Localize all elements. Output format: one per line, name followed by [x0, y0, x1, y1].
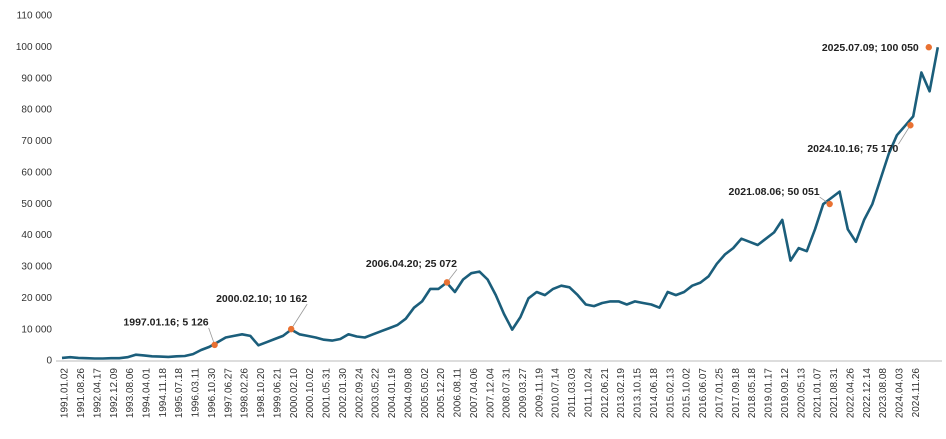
x-tick-label: 2007.12.04	[485, 368, 496, 418]
x-tick-label: 2023.08.08	[878, 368, 889, 418]
x-tick-label: 2008.07.31	[502, 368, 513, 418]
x-tick-label: 1995.07.18	[174, 368, 185, 418]
line	[61, 46, 940, 360]
x-tick-label: 2022.04.26	[845, 368, 856, 418]
x-tick-label: 1991.08.26	[76, 368, 87, 418]
x-tick-label: 2024.04.03	[895, 368, 906, 418]
x-tick-label: 2009.11.19	[534, 368, 545, 418]
x-tick-label: 1999.06.21	[272, 368, 283, 418]
x-tick-label: 2001.05.31	[322, 368, 333, 418]
x-tick-label: 1992.04.17	[92, 368, 103, 418]
x-tick-label: 1991.01.02	[60, 368, 71, 418]
y-tick-label: 20 000	[21, 293, 52, 304]
x-tick-label: 2022.12.14	[862, 368, 873, 418]
x-tick-label: 1996.03.11	[191, 368, 202, 418]
x-tick-label: 2019.09.12	[780, 368, 791, 418]
y-tick-label: 60 000	[21, 167, 52, 178]
x-tick-label: 2009.03.27	[518, 368, 529, 418]
annotation-point	[907, 122, 914, 129]
x-tick-label: 1998.10.20	[256, 368, 267, 418]
y-tick-label: 90 000	[21, 73, 52, 84]
annotation-point	[443, 279, 451, 286]
x-tick-label: 2013.10.15	[633, 368, 644, 418]
x-tick-label: 2011.10.24	[583, 368, 594, 418]
annotation-point	[211, 341, 218, 349]
x-tick-label: 2015.02.13	[665, 368, 676, 418]
x-tick-label: 2024.11.26	[911, 368, 922, 418]
x-tick-label: 2002.01.30	[338, 368, 349, 418]
x-tick-label: 1992.12.09	[109, 368, 120, 418]
x-tick-label: 2017.09.18	[731, 368, 742, 418]
y-tick-label: 110 000	[17, 11, 53, 22]
x-tick-label: 2011.03.03	[567, 368, 578, 418]
x-tick-label: 1994.11.18	[158, 368, 169, 418]
y-tick-label: 100 000	[16, 42, 53, 53]
y-tick-label: 40 000	[21, 230, 52, 241]
x-tick-label: 1993.08.06	[125, 368, 136, 418]
annotation-point	[925, 44, 932, 51]
y-tick-label: 70 000	[21, 136, 52, 147]
x-tick-label: 2017.01.25	[714, 368, 725, 418]
y-tick-label: 0	[46, 356, 52, 367]
x-tick-label: 1998.02.26	[240, 368, 251, 418]
x-tick-label: 2005.12.20	[436, 368, 447, 418]
x-tick-label: 2007.04.06	[469, 368, 480, 418]
y-tick-label: 80 000	[21, 105, 52, 116]
annotation-label: 2000.02.10; 10 162	[216, 293, 307, 305]
x-tick-label: 2019.01.17	[764, 368, 775, 418]
annotation-label: 2021.08.06; 50 051	[729, 186, 820, 198]
x-tick-label: 2014.06.18	[649, 368, 660, 418]
x-tick-label: 2000.02.10	[289, 368, 300, 418]
y-tick-label: 30 000	[21, 262, 52, 273]
x-tick-label: 2018.05.18	[747, 368, 758, 418]
x-tick-label: 2021.01.07	[813, 368, 824, 418]
annotation-label: 1997.01.16; 5 126	[123, 317, 208, 329]
x-tick-label: 2004.09.08	[403, 368, 414, 418]
annotation-point	[826, 200, 833, 208]
x-tick-label: 1997.06.27	[223, 368, 234, 418]
annotation-label: 2006.04.20; 25 072	[366, 258, 457, 270]
annotation-label: 2024.10.16; 75 170	[807, 143, 898, 155]
x-tick-label: 2004.01.19	[387, 368, 398, 418]
y-tick-label: 10 000	[21, 324, 52, 335]
x-tick-label: 2016.06.07	[698, 368, 709, 418]
y-tick-label: 50 000	[21, 199, 52, 210]
x-tick-label: 2006.08.11	[453, 368, 464, 418]
x-tick-label: 2010.07.14	[551, 368, 562, 418]
annotation-point	[287, 325, 295, 333]
x-tick-label: 2020.05.13	[796, 368, 807, 418]
leader-line	[290, 303, 308, 330]
x-tick-label: 2013.02.19	[616, 368, 627, 418]
leader-line	[898, 125, 911, 145]
x-tick-label: 2005.05.02	[420, 368, 431, 418]
x-tick-label: 1994.04.01	[141, 368, 152, 418]
x-tick-label: 2003.05.22	[371, 368, 382, 418]
x-tick-label: 1996.10.30	[207, 368, 218, 418]
x-tick-label: 2000.10.02	[305, 368, 316, 418]
x-tick-label: 2021.08.31	[829, 368, 840, 418]
x-tick-label: 2012.06.21	[600, 368, 611, 418]
x-tick-label: 2002.09.24	[354, 368, 365, 418]
x-tick-label: 2015.10.02	[682, 368, 693, 418]
annotation-label: 2025.07.09; 100 050	[822, 42, 919, 54]
